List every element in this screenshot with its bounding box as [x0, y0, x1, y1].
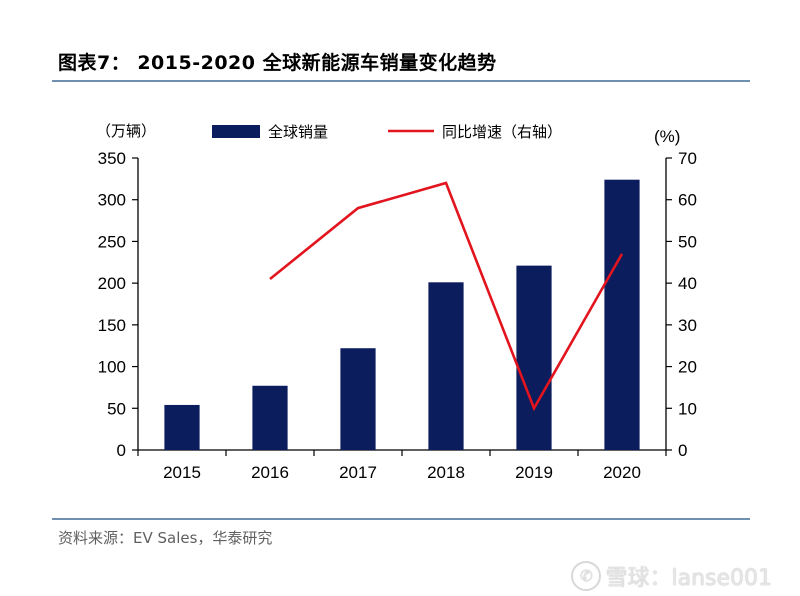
watermark-text: 雪球：lanse001	[605, 566, 772, 591]
watermark-logo-icon: ✆	[571, 561, 602, 591]
right-tick-label: 10	[678, 399, 697, 418]
legend-bar-swatch	[212, 125, 260, 138]
growth-line	[269, 181, 624, 412]
left-tick-label: 300	[98, 191, 126, 210]
left-tick-label: 200	[98, 274, 126, 293]
right-tick-label: 50	[678, 232, 697, 251]
bar-2018	[428, 282, 464, 450]
x-tick-label: 2020	[603, 463, 641, 482]
right-tick-label: 60	[678, 191, 697, 210]
right-tick-label: 0	[678, 441, 687, 460]
legend: 全球销量 同比增速（右轴）	[212, 123, 562, 141]
right-tick-label: 30	[678, 316, 697, 335]
x-tick-label: 2019	[515, 463, 553, 482]
legend-line-label: 同比增速（右轴）	[442, 124, 562, 141]
x-tick-label: 2018	[427, 463, 465, 482]
right-tick-label: 40	[678, 274, 697, 293]
bars	[164, 179, 640, 451]
left-tick-label: 100	[98, 358, 126, 377]
x-tick-labels: 2015 2016 2017 2018 2019 2020	[163, 463, 641, 482]
right-tick-label: 70	[678, 149, 697, 168]
header-rule	[52, 80, 750, 82]
footer-rule	[52, 518, 750, 520]
chart-title: 图表7： 2015-2020 全球新能源车销量变化趋势	[58, 52, 497, 74]
left-tick-label: 0	[117, 441, 126, 460]
left-tick-labels: 0 50 100 150 200 250 300 350	[98, 149, 126, 460]
left-tick-label: 50	[107, 399, 126, 418]
bar-2019	[516, 265, 552, 450]
x-tick-label: 2015	[163, 463, 201, 482]
right-tick-label: 20	[678, 358, 697, 377]
left-tick-label: 250	[98, 232, 126, 251]
left-tick-label: 150	[98, 316, 126, 335]
bar-2015	[164, 404, 200, 450]
watermark: ✆ 雪球：lanse001	[571, 560, 772, 592]
right-axis-unit: (%)	[654, 127, 680, 146]
x-tick-label: 2016	[251, 463, 289, 482]
right-tick-labels: 0 10 20 30 40 50 60 70	[678, 149, 697, 460]
x-tick-label: 2017	[339, 463, 377, 482]
axes	[132, 157, 672, 456]
left-axis-unit: （万辆）	[96, 123, 156, 140]
left-tick-label: 350	[98, 149, 126, 168]
bar-2016	[252, 385, 288, 450]
source-note: 资料来源：EV Sales，华泰研究	[58, 529, 273, 547]
bar-2017	[340, 348, 376, 450]
bar-2020	[604, 179, 640, 451]
legend-bar-label: 全球销量	[268, 123, 328, 141]
